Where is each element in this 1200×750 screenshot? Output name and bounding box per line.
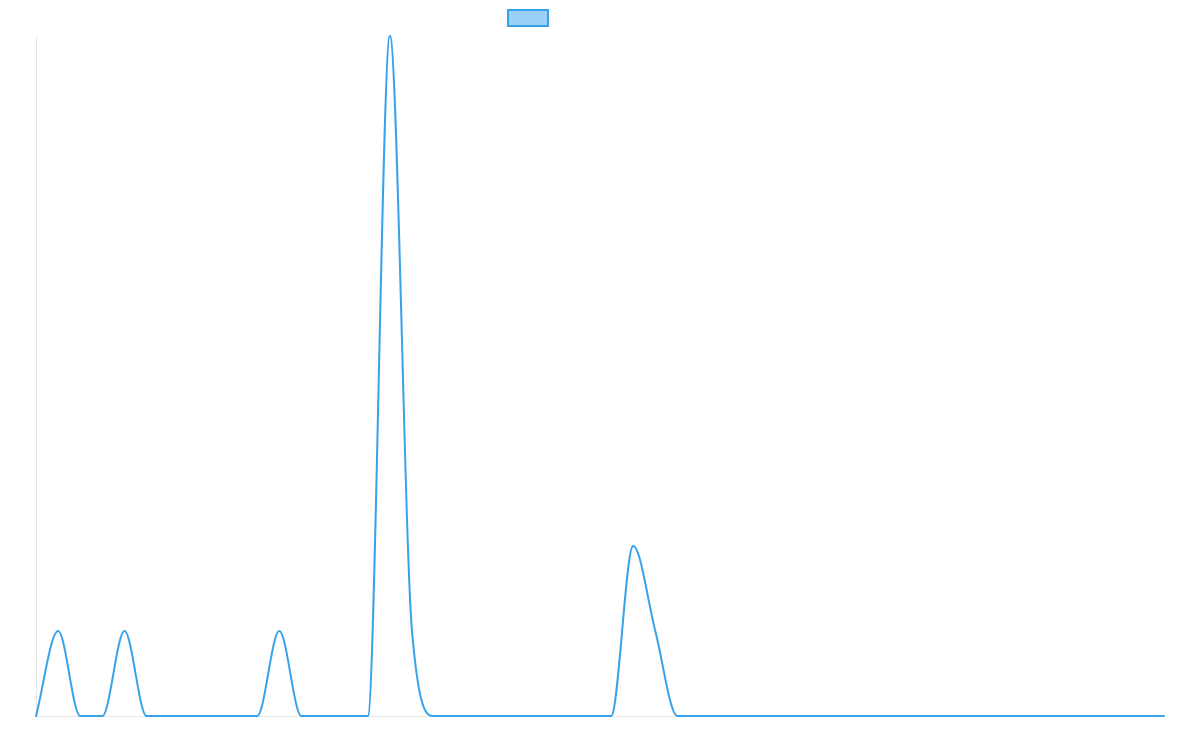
series-layer (33, 33, 1167, 719)
data-point[interactable] (807, 713, 813, 719)
data-point[interactable] (1006, 713, 1012, 719)
data-point[interactable] (630, 543, 636, 549)
data-point[interactable] (475, 713, 481, 719)
data-point[interactable] (1095, 713, 1101, 719)
data-point[interactable] (984, 713, 990, 719)
data-point[interactable] (674, 713, 680, 719)
data-point[interactable] (851, 713, 857, 719)
data-point[interactable] (387, 33, 393, 39)
data-point[interactable] (652, 628, 658, 634)
data-point[interactable] (232, 713, 238, 719)
data-point[interactable] (1028, 713, 1034, 719)
data-point[interactable] (321, 713, 327, 719)
data-point[interactable] (1073, 713, 1079, 719)
data-point[interactable] (166, 713, 172, 719)
data-point[interactable] (896, 713, 902, 719)
data-point[interactable] (1161, 713, 1167, 719)
data-point[interactable] (99, 713, 105, 719)
data-point[interactable] (785, 713, 791, 719)
series-line[interactable] (35, 35, 1165, 717)
data-point[interactable] (520, 713, 526, 719)
data-point[interactable] (188, 713, 194, 719)
data-point[interactable] (276, 628, 282, 634)
data-point[interactable] (608, 713, 614, 719)
data-point[interactable] (763, 713, 769, 719)
data-point[interactable] (719, 713, 725, 719)
data-point[interactable] (298, 713, 304, 719)
data-point[interactable] (1050, 713, 1056, 719)
data-point[interactable] (697, 713, 703, 719)
data-point[interactable] (77, 713, 83, 719)
data-point[interactable] (829, 713, 835, 719)
data-point[interactable] (453, 713, 459, 719)
data-point[interactable] (918, 713, 924, 719)
data-point[interactable] (741, 713, 747, 719)
data-point[interactable] (144, 713, 150, 719)
data-point[interactable] (210, 713, 216, 719)
data-point[interactable] (33, 713, 39, 719)
data-point[interactable] (542, 713, 548, 719)
data-point[interactable] (873, 713, 879, 719)
data-point[interactable] (497, 713, 503, 719)
data-point[interactable] (365, 713, 371, 719)
legend[interactable] (507, 9, 549, 27)
data-point[interactable] (55, 628, 61, 634)
data-point[interactable] (1117, 713, 1123, 719)
data-point[interactable] (409, 628, 415, 634)
data-point[interactable] (1139, 713, 1145, 719)
data-point[interactable] (121, 628, 127, 634)
data-point[interactable] (962, 713, 968, 719)
data-point[interactable] (343, 713, 349, 719)
data-point[interactable] (564, 713, 570, 719)
data-point[interactable] (254, 713, 260, 719)
data-point[interactable] (431, 713, 437, 719)
data-point[interactable] (586, 713, 592, 719)
legend-swatch[interactable] (507, 9, 549, 27)
data-point[interactable] (940, 713, 946, 719)
